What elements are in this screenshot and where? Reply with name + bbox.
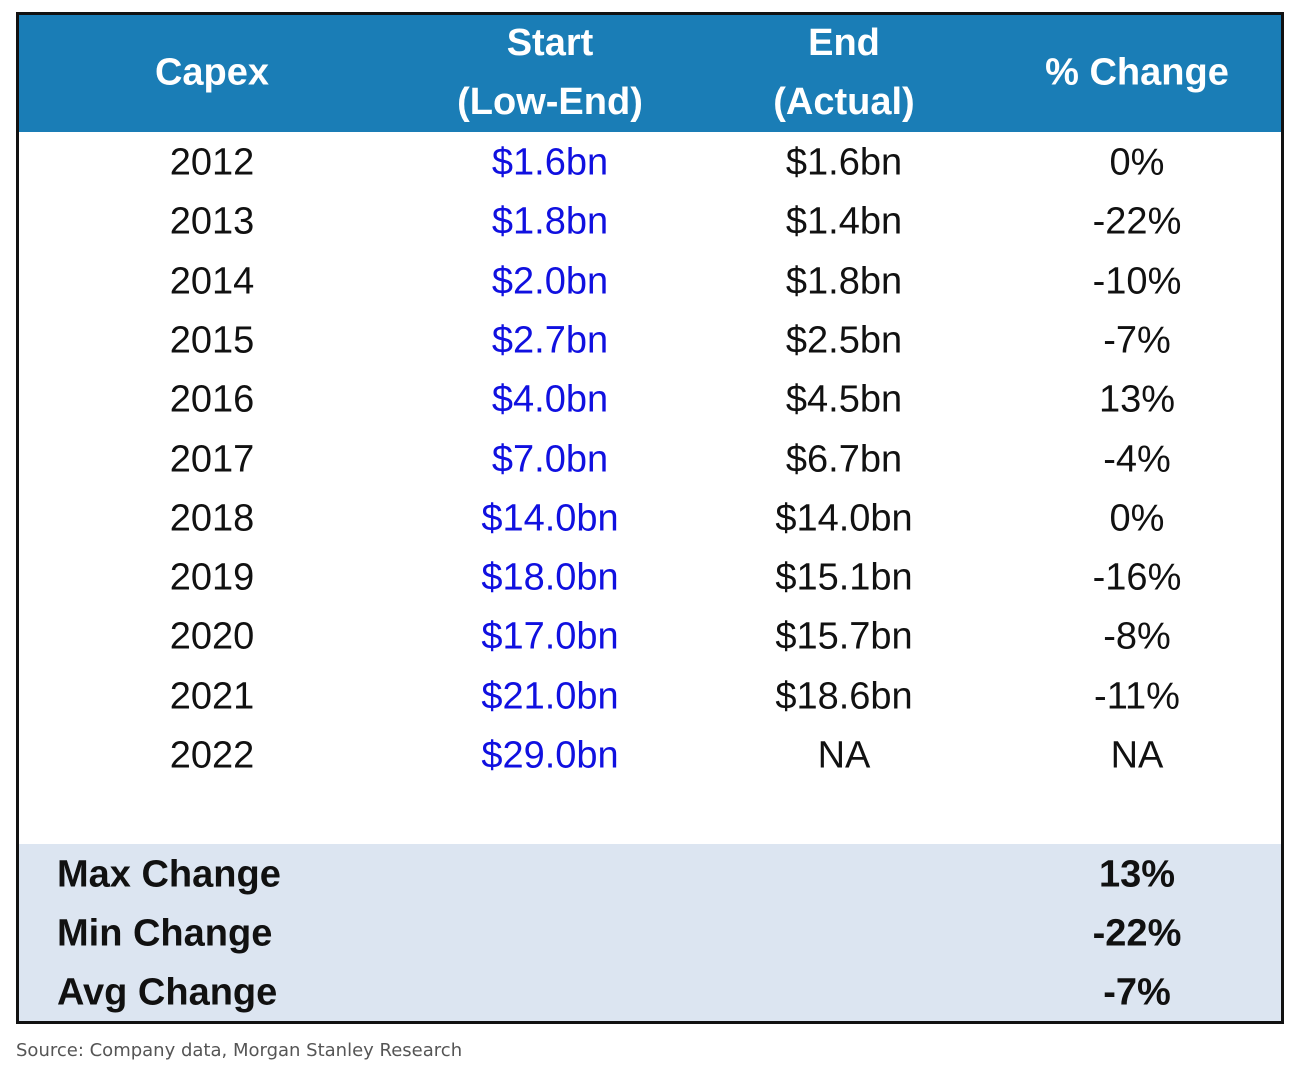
table-cell: $1.6bn [491, 141, 609, 184]
table-cell: -7% [1103, 319, 1171, 362]
table-cell: -11% [1094, 675, 1180, 718]
table-cell: $14.0bn [481, 497, 619, 540]
table-cell: $1.8bn [491, 200, 609, 243]
table: Capex Start (Low-End) End (Actual) % Change 20… [16, 12, 1284, 1024]
header-cell: End (Actual) [773, 14, 914, 132]
table-cell: 0% [1109, 141, 1165, 184]
table-cell: $18.6bn [775, 675, 913, 718]
table-cell: NA [1110, 734, 1164, 777]
header-text: % Change [1045, 51, 1229, 94]
summary-band [19, 844, 1281, 1021]
table-cell: $18.0bn [481, 556, 619, 599]
table-cell: $1.4bn [785, 200, 903, 243]
table-cell: $14.0bn [775, 497, 913, 540]
summary-value: -7% [1103, 971, 1171, 1014]
summary-label: Max Change [57, 853, 281, 896]
table-cell: $17.0bn [481, 615, 619, 658]
table-cell: NA [817, 734, 871, 777]
table-cell: -10% [1092, 260, 1182, 303]
table-cell: $4.5bn [785, 378, 903, 421]
header-cell: % Change [1045, 44, 1229, 103]
table-cell: -22% [1092, 200, 1182, 243]
table-cell: $6.7bn [785, 438, 903, 480]
header-band [19, 15, 1281, 132]
table-cell: 2018 [169, 497, 255, 540]
table-cell: 2020 [169, 615, 255, 658]
table-cell: -4% [1103, 438, 1171, 480]
table-cell: $4.0bn [491, 378, 609, 421]
table-cell: $15.1bn [775, 556, 913, 599]
table-cell: $7.0bn [491, 438, 609, 480]
table-cell: 2015 [169, 319, 255, 362]
source-note: Source: Company data, Morgan Stanley Res… [16, 1040, 463, 1061]
table-cell: 2021 [169, 675, 255, 718]
table-cell: 2013 [169, 200, 255, 243]
table-cell: 2014 [169, 260, 255, 303]
header-text: End [808, 22, 880, 64]
summary-label: Avg Change [57, 971, 278, 1014]
table-cell: 2019 [169, 556, 255, 599]
summary-value: 13% [1098, 853, 1176, 896]
table-cell: $1.6bn [785, 141, 903, 184]
header-text: (Low-End) [457, 81, 643, 123]
table-cell: 2016 [169, 378, 255, 421]
table-cell: $2.7bn [491, 319, 609, 362]
table-cell: -16% [1092, 556, 1182, 599]
header-text: Capex [154, 51, 270, 94]
table-cell: $15.7bn [775, 615, 913, 658]
table-cell: $1.8bn [785, 260, 903, 303]
table-cell: $21.0bn [481, 675, 619, 718]
table-cell: 13% [1098, 378, 1176, 421]
summary-label: Min Change [57, 912, 273, 955]
header-text: (Actual) [773, 81, 915, 123]
table-cell: 0% [1109, 497, 1165, 540]
table-cell: 2022 [169, 734, 255, 777]
header-text: Start [506, 22, 594, 64]
header-cell: Start (Low-End) [457, 14, 643, 132]
table-cell: 2017 [169, 438, 255, 480]
table-cell: $2.5bn [785, 319, 903, 362]
table-cell: $2.0bn [491, 260, 609, 303]
table-cell: 2012 [169, 141, 255, 184]
table-cell: $29.0bn [481, 734, 619, 777]
header-cell: Capex [155, 44, 269, 103]
summary-value: -22% [1092, 912, 1182, 955]
table-cell: -8% [1103, 615, 1171, 658]
